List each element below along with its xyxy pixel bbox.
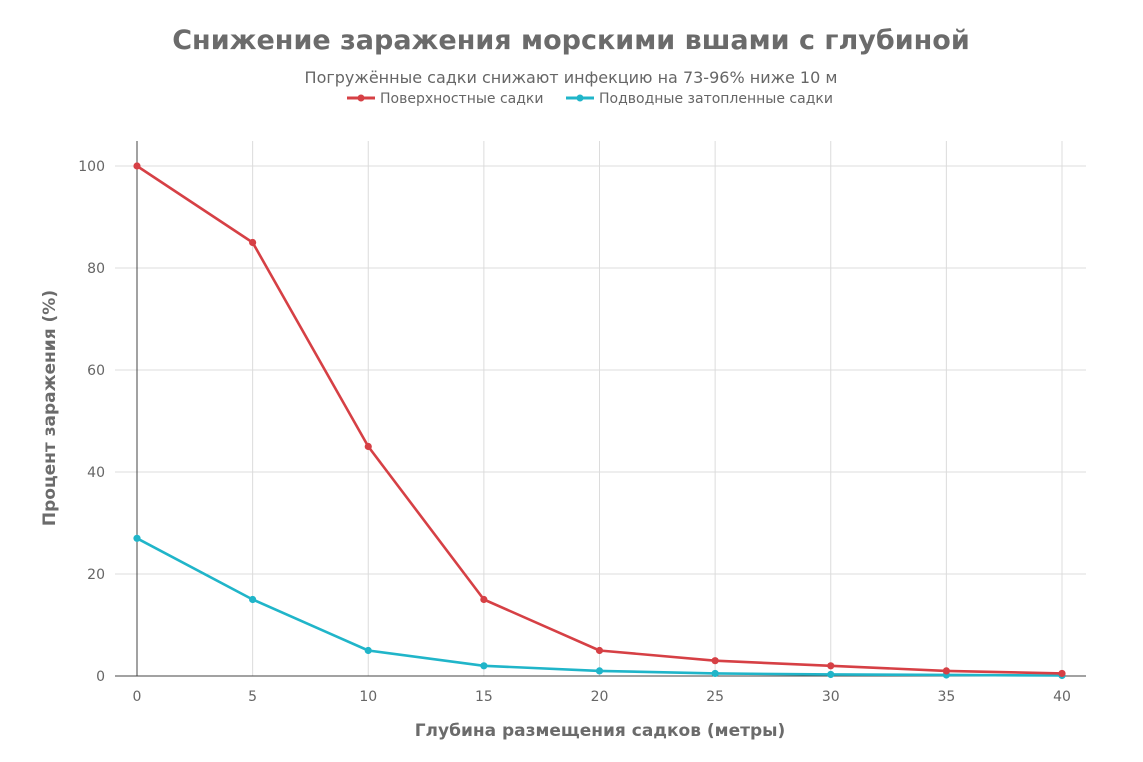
- data-point-s1-x20[interactable]: [595, 667, 604, 675]
- x-tick-label-5: 5: [248, 689, 257, 705]
- x-tick-label-25: 25: [706, 689, 724, 705]
- data-point-s0-x30[interactable]: [827, 662, 835, 670]
- legend: Поверхностные садки Подводные затопленны…: [347, 91, 833, 107]
- y-tick-label-80: 80: [87, 261, 105, 277]
- x-tick-label-35: 35: [937, 689, 955, 705]
- data-point-s0-x0[interactable]: [133, 162, 141, 170]
- data-point-s1-x30[interactable]: [827, 670, 835, 679]
- data-point-s1-x0[interactable]: [133, 534, 141, 542]
- y-axis-title: Процент заражения (%): [40, 290, 60, 526]
- data-point-s0-x25[interactable]: [711, 657, 719, 665]
- data-point-s0-x20[interactable]: [595, 646, 604, 655]
- legend-swatch-submerged-marker: [576, 94, 584, 102]
- legend-label-submerged: Подводные затопленные садки: [599, 91, 833, 107]
- chart-title: Снижение заражения морскими вшами с глуб…: [172, 25, 970, 56]
- y-tick-label-0: 0: [96, 669, 105, 685]
- legend-swatch-surface-marker: [357, 94, 365, 102]
- x-tick-label-10: 10: [359, 689, 377, 705]
- y-tick-label-60: 60: [87, 363, 105, 379]
- legend-label-surface: Поверхностные садки: [380, 91, 543, 107]
- y-tick-label-20: 20: [87, 567, 105, 583]
- data-point-s1-x5[interactable]: [249, 595, 257, 604]
- y-tick-label-40: 40: [87, 465, 105, 481]
- x-tick-label-30: 30: [822, 689, 840, 705]
- data-point-s0-x40[interactable]: [1058, 669, 1066, 678]
- series-layer: [133, 162, 1066, 680]
- x-tick-label-20: 20: [591, 689, 609, 705]
- legend-item-submerged[interactable]: Подводные затопленные садки: [566, 91, 833, 107]
- data-point-s0-x10[interactable]: [364, 442, 372, 451]
- x-tick-label-15: 15: [475, 689, 493, 705]
- axes: [115, 141, 1086, 677]
- series-0: [133, 162, 1066, 678]
- y-tick-label-100: 100: [78, 159, 105, 175]
- x-axis-title: Глубина размещения садков (метры): [415, 721, 786, 741]
- chart-subtitle: Погружённые садки снижают инфекцию на 73…: [305, 68, 838, 87]
- x-tick-label-0: 0: [133, 689, 142, 705]
- tick-labels: 0 20 40 60 80 100 0 5 10 15 20 25 30 35 40: [78, 159, 1071, 705]
- legend-item-surface[interactable]: Поверхностные садки: [347, 91, 543, 107]
- gridlines: [115, 141, 1086, 676]
- data-point-s0-x35[interactable]: [942, 667, 950, 675]
- data-point-s0-x5[interactable]: [249, 238, 257, 247]
- data-point-s1-x10[interactable]: [364, 646, 372, 655]
- x-tick-label-40: 40: [1053, 689, 1071, 705]
- data-point-s1-x25[interactable]: [711, 669, 719, 678]
- data-point-s1-x15[interactable]: [480, 662, 488, 670]
- data-point-s0-x15[interactable]: [480, 595, 488, 604]
